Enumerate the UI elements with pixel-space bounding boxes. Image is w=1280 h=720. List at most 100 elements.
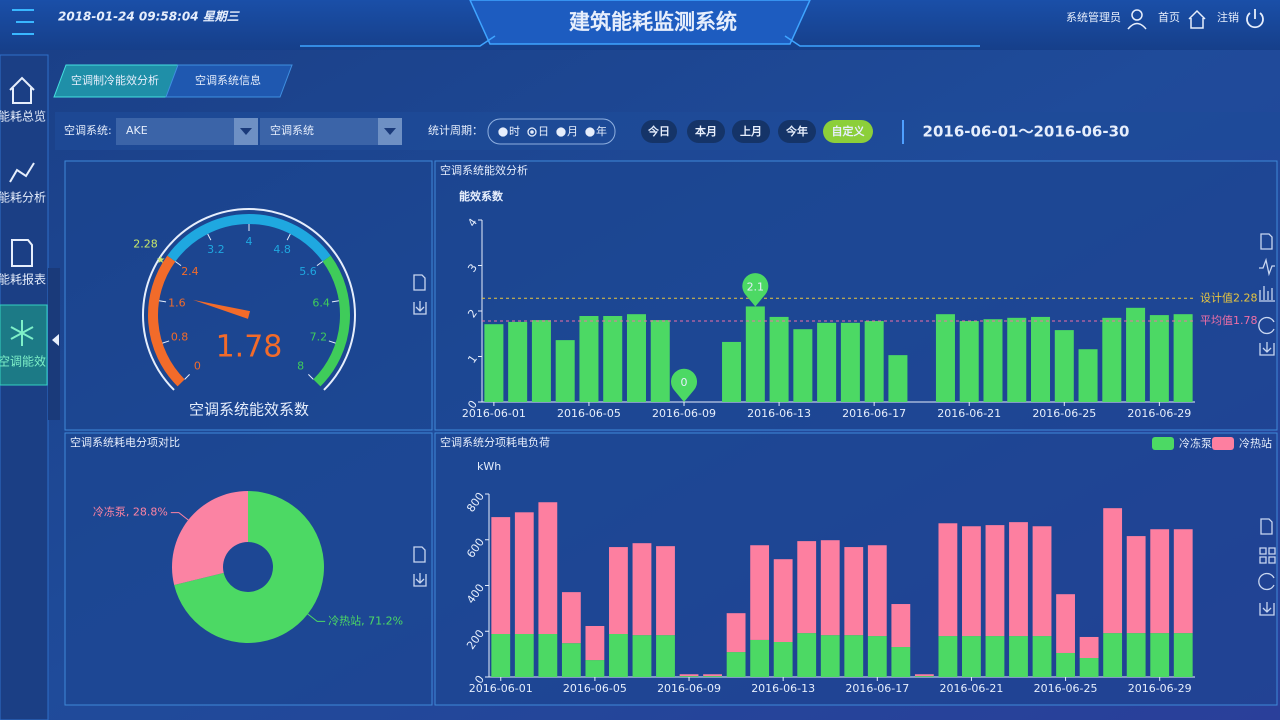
user-name[interactable]: 系统管理员 xyxy=(1066,10,1121,24)
sidebar-handle[interactable] xyxy=(48,268,60,420)
radio-dot[interactable] xyxy=(530,130,534,134)
gauge-tick xyxy=(207,233,212,241)
gauge-band xyxy=(148,255,185,387)
home-link[interactable]: 首页 xyxy=(1158,10,1180,24)
tab-label[interactable]: 空调制冷能效分析 xyxy=(71,73,159,87)
tab-label[interactable]: 空调系统信息 xyxy=(195,73,261,87)
bar xyxy=(1173,314,1193,402)
stacked-bar xyxy=(962,636,981,677)
bar xyxy=(983,319,1003,402)
period-button-label[interactable]: 自定义 xyxy=(832,124,866,138)
radio-label[interactable]: 时 xyxy=(509,125,520,138)
user-icon[interactable] xyxy=(1127,9,1147,30)
report-icon[interactable] xyxy=(11,239,33,267)
stacked-bar xyxy=(1032,636,1052,677)
gauge-tick xyxy=(162,340,170,344)
period-button[interactable] xyxy=(823,120,873,143)
x-tick-label: 2016-06-01 xyxy=(469,682,533,695)
gauge-value: 1.78 xyxy=(216,330,283,365)
logout-icon[interactable] xyxy=(1246,9,1264,29)
x-tick-label: 2016-06-01 xyxy=(462,407,526,420)
stacked-bar xyxy=(1173,529,1193,634)
design-marker: ★ xyxy=(156,255,165,266)
pie-slice xyxy=(174,491,324,643)
tab[interactable] xyxy=(165,64,293,98)
analysis-icon[interactable] xyxy=(9,162,35,183)
bar xyxy=(1054,330,1074,402)
filter-label: 统计周期： xyxy=(428,124,483,137)
stacked-bar xyxy=(538,633,558,677)
period-button-label[interactable]: 上月 xyxy=(740,124,762,138)
bar xyxy=(840,322,860,402)
nav-item[interactable]: 空调能效 xyxy=(0,354,46,369)
stacked-bar xyxy=(491,517,511,634)
legend-label[interactable]: 冷冻泵 xyxy=(1179,436,1212,450)
period-button[interactable] xyxy=(641,120,677,143)
gauge-title: 空调系统能效系数 xyxy=(189,401,309,419)
select-arrow xyxy=(240,128,252,135)
radio-label[interactable]: 日 xyxy=(538,125,549,138)
pie-label: 冷热站, 71.2% xyxy=(328,613,403,627)
period-button-label[interactable]: 今日 xyxy=(647,124,670,138)
legend-label[interactable]: 冷热站 xyxy=(1239,436,1272,450)
period-button-label[interactable]: 本月 xyxy=(695,124,717,138)
sidebar-active xyxy=(0,304,48,386)
home-icon[interactable] xyxy=(1188,9,1206,29)
collapse-arrow[interactable] xyxy=(52,334,59,346)
stacked-bar xyxy=(914,676,934,677)
stacked-bar xyxy=(585,625,605,661)
stacked-bar xyxy=(1173,633,1193,677)
date-range[interactable]: 2016-06-01～2016-06-30 xyxy=(923,123,1130,141)
radio[interactable] xyxy=(527,127,537,137)
period-button[interactable] xyxy=(778,120,816,143)
stacked-bar xyxy=(867,636,887,677)
legend-swatch[interactable] xyxy=(1212,437,1234,450)
x-tick-label: 2016-06-17 xyxy=(845,682,909,695)
panel-title: 空调系统分项耗电负荷 xyxy=(440,435,550,449)
period-button-label[interactable]: 今年 xyxy=(785,124,808,138)
overview-icon[interactable] xyxy=(9,76,35,104)
gauge-needle xyxy=(192,299,251,319)
pie-leader xyxy=(307,613,326,622)
x-tick-label: 2016-06-05 xyxy=(557,407,621,420)
stacked-bar xyxy=(1009,636,1028,677)
bar xyxy=(555,340,575,402)
panel-title: 空调系统耗电分项对比 xyxy=(70,435,180,449)
stacked-bar xyxy=(985,636,1005,677)
period-group xyxy=(487,118,616,145)
radio[interactable] xyxy=(556,127,566,137)
radio[interactable] xyxy=(498,127,508,137)
stacked-bar xyxy=(938,523,958,637)
menu-icon[interactable] xyxy=(12,9,34,35)
bar xyxy=(745,306,765,402)
radio-label[interactable]: 年 xyxy=(596,124,607,138)
toolbox[interactable] xyxy=(413,233,1276,616)
logout-link[interactable]: 注销 xyxy=(1217,10,1239,24)
stacked-bar xyxy=(561,592,581,644)
nav-item[interactable]: 能耗分析 xyxy=(0,191,46,205)
period-button[interactable] xyxy=(687,120,725,143)
period-button[interactable] xyxy=(732,120,770,143)
gauge-tick xyxy=(184,374,190,380)
bar xyxy=(793,329,813,402)
stacked-bar xyxy=(491,633,511,677)
stacked-bar xyxy=(773,559,793,643)
stacked-bar xyxy=(726,613,746,653)
gauge-tick xyxy=(331,300,339,303)
stacked-bar xyxy=(1009,522,1028,637)
stacked-bar xyxy=(703,674,722,677)
radio[interactable] xyxy=(585,127,595,137)
select-value[interactable]: AKE xyxy=(126,124,148,137)
nav-item[interactable]: 能耗总览 xyxy=(0,109,46,124)
stacked-bar xyxy=(1056,594,1075,653)
pin xyxy=(671,368,698,402)
y-axis-label: 能效系数 xyxy=(459,189,504,203)
select-value[interactable]: 空调系统 xyxy=(270,123,314,137)
hvac-icon[interactable] xyxy=(10,320,34,346)
nav-item[interactable]: 能耗报表 xyxy=(0,272,46,287)
legend-swatch[interactable] xyxy=(1152,437,1174,450)
x-tick-label: 2016-06-21 xyxy=(937,407,1001,420)
gauge-tick xyxy=(286,233,291,241)
radio-label[interactable]: 月 xyxy=(567,125,578,138)
